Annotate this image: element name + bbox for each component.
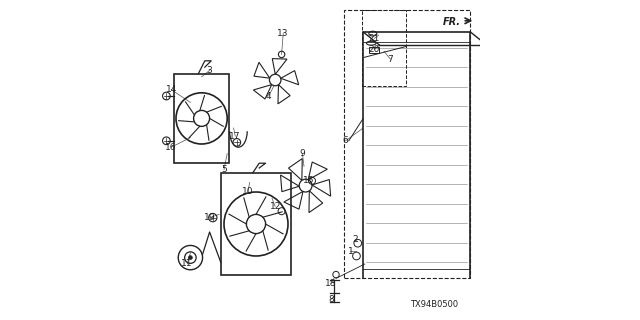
Text: 16: 16 xyxy=(166,143,177,152)
Text: 9: 9 xyxy=(300,149,305,158)
Text: 21: 21 xyxy=(369,34,380,43)
Text: 2: 2 xyxy=(353,236,358,244)
Text: 10: 10 xyxy=(243,188,253,196)
Text: 5: 5 xyxy=(221,165,227,174)
Text: 14: 14 xyxy=(166,85,177,94)
Text: 11: 11 xyxy=(182,260,193,268)
Text: 17: 17 xyxy=(230,132,241,140)
Text: 20: 20 xyxy=(369,45,380,54)
Text: 8: 8 xyxy=(328,295,334,304)
Text: TX94B0500: TX94B0500 xyxy=(410,300,458,309)
Text: 4: 4 xyxy=(266,92,271,100)
Text: 3: 3 xyxy=(207,66,212,75)
Text: 6: 6 xyxy=(343,136,348,145)
Text: 15: 15 xyxy=(303,176,314,185)
Text: 18: 18 xyxy=(326,279,337,288)
Text: 13: 13 xyxy=(278,29,289,38)
Text: FR.: FR. xyxy=(443,17,461,28)
Text: 19: 19 xyxy=(204,213,215,222)
Circle shape xyxy=(189,256,192,260)
Text: 1: 1 xyxy=(348,247,353,256)
Text: 7: 7 xyxy=(388,55,393,64)
Text: 12: 12 xyxy=(269,202,281,211)
